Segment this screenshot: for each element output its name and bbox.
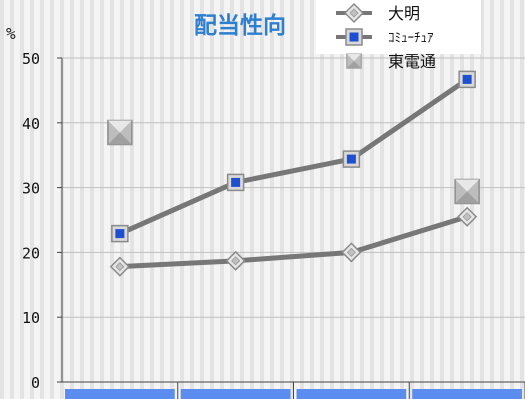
data-point: [109, 256, 130, 277]
data-point: [342, 150, 361, 168]
y-tick-label: 10: [22, 309, 40, 327]
series-markers: [107, 70, 480, 277]
series-line: [119, 214, 468, 270]
data-point: [341, 242, 362, 263]
legend-label: ｺﾐｭｰﾁｭｱ: [388, 31, 434, 46]
legend-marker: [343, 2, 365, 24]
data-point: [107, 119, 133, 146]
grid-lines: [61, 57, 525, 383]
series-lines: [118, 77, 469, 270]
x-axis-band: [65, 382, 525, 399]
y-tick-label: 0: [31, 374, 40, 392]
data-point: [454, 178, 480, 205]
legend-item: ｺﾐｭｰﾁｭｱ: [336, 28, 434, 46]
y-axis-ticks: 0 10 20 30 40 50: [22, 50, 62, 392]
data-point: [226, 173, 245, 192]
legend-marker: [345, 28, 363, 46]
x-category-band: [180, 389, 291, 399]
legend-label: 東電通: [388, 52, 436, 71]
y-tick-label: 50: [22, 50, 40, 68]
y-axis-unit: %: [6, 24, 16, 43]
x-category-band: [296, 389, 407, 399]
legend-label: 大明: [388, 4, 420, 23]
x-category-band: [412, 389, 522, 399]
chart-title: 配当性向: [194, 12, 286, 39]
legend: 大明 ｺﾐｭｰﾁｭｱ 東電通: [316, 0, 481, 71]
data-point: [225, 250, 246, 271]
legend-item: 大明: [336, 2, 420, 24]
y-tick-label: 20: [22, 244, 40, 262]
series-line: [118, 77, 469, 236]
legend-item: 東電通: [346, 52, 436, 71]
data-point: [111, 224, 129, 243]
data-point: [458, 70, 476, 89]
x-category-band: [65, 389, 175, 399]
legend-box: [316, 0, 481, 54]
y-tick-label: 30: [22, 180, 40, 198]
y-tick-label: 40: [22, 115, 40, 133]
data-point: [457, 206, 478, 227]
legend-marker: [346, 53, 362, 69]
